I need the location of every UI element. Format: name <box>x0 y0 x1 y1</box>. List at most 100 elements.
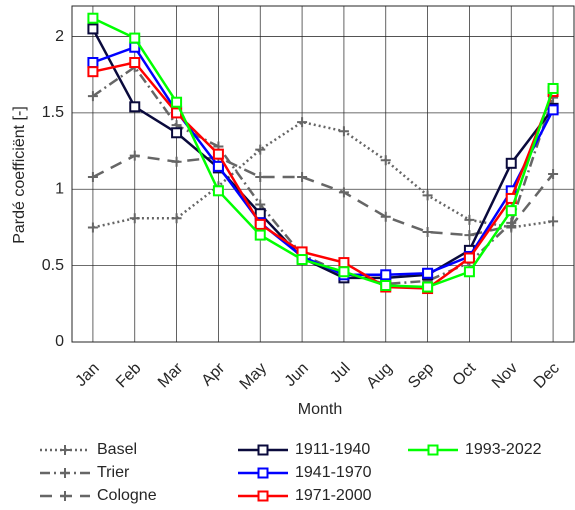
marker <box>87 57 99 69</box>
marker <box>338 126 349 137</box>
y-axis-title: Pardé coefficiënt [-] <box>11 106 28 244</box>
y-tick-label: 0.5 <box>42 257 64 274</box>
marker <box>427 444 439 456</box>
axes-box <box>71 5 575 343</box>
marker <box>87 91 98 102</box>
marker <box>422 267 434 279</box>
marker <box>548 169 559 179</box>
plot-area <box>72 6 574 342</box>
marker <box>464 214 475 225</box>
marker <box>547 82 559 94</box>
marker <box>422 281 434 293</box>
marker <box>506 220 517 231</box>
y-tick-label: 2 <box>55 28 64 45</box>
marker <box>380 279 392 291</box>
marker <box>257 490 269 502</box>
marker <box>463 252 475 264</box>
legend-label: 1971-2000 <box>295 487 372 504</box>
series <box>87 12 559 293</box>
x-tick-label: Jun <box>282 360 312 390</box>
marker <box>87 222 98 233</box>
x-tick-label: Sep <box>405 360 437 392</box>
marker <box>129 32 141 44</box>
legend-item: Cologne <box>40 487 157 504</box>
y-tick-label: 1.5 <box>42 104 64 121</box>
marker <box>422 190 433 201</box>
y-tick-label: 0 <box>55 333 64 350</box>
legend-label: 1911-1940 <box>295 441 370 458</box>
series-line <box>92 61 555 290</box>
y-tick-label: 1 <box>55 180 64 197</box>
marker <box>171 127 183 139</box>
series-line <box>92 17 555 289</box>
marker <box>129 57 141 69</box>
marker <box>87 12 99 24</box>
marker <box>338 266 350 278</box>
marker <box>60 445 70 455</box>
marker <box>548 216 559 227</box>
legend-label: 1993-2022 <box>465 441 542 458</box>
marker <box>60 491 70 501</box>
legend-item: 1911-1940 <box>238 441 370 458</box>
x-tick-label: Oct <box>450 359 480 389</box>
legend-label: Basel <box>97 441 137 458</box>
x-tick-label: Aug <box>363 360 395 392</box>
series <box>87 117 559 233</box>
legend-label: Trier <box>97 464 130 481</box>
marker <box>171 213 182 224</box>
legend-item: 1971-2000 <box>238 487 372 504</box>
legend-item: Basel <box>40 441 137 458</box>
marker <box>129 150 140 161</box>
marker <box>297 172 308 183</box>
marker <box>380 211 391 222</box>
marker <box>464 230 475 241</box>
x-tick-label: Feb <box>113 360 145 392</box>
marker <box>505 157 517 169</box>
marker <box>254 229 266 241</box>
marker <box>171 156 182 167</box>
marker <box>338 187 349 198</box>
marker <box>129 213 140 224</box>
x-tick-label: Apr <box>199 359 229 389</box>
series-line <box>92 65 555 286</box>
series-line <box>92 120 554 229</box>
marker <box>254 218 266 230</box>
legend-label: Cologne <box>97 487 157 504</box>
marker <box>255 199 266 210</box>
marker <box>255 172 266 183</box>
marker <box>547 104 559 116</box>
x-tick-label: Dec <box>531 360 563 392</box>
marker <box>257 444 269 456</box>
marker <box>212 185 224 197</box>
marker <box>60 468 70 478</box>
marker <box>257 467 269 479</box>
marker <box>212 148 224 160</box>
marker <box>463 266 475 278</box>
x-axis-title: Month <box>298 401 342 418</box>
marker <box>87 66 99 78</box>
legend-label: 1941-1970 <box>295 464 372 481</box>
marker <box>380 269 392 281</box>
marker <box>171 96 183 108</box>
x-tick-label: Jan <box>72 360 102 390</box>
marker <box>297 117 308 128</box>
marker <box>422 227 433 238</box>
marker <box>87 172 98 183</box>
x-tick-label: Nov <box>489 360 521 392</box>
marker <box>296 254 308 266</box>
x-tick-label: Mar <box>155 359 187 391</box>
marker <box>505 205 517 217</box>
marker <box>380 155 391 166</box>
marker <box>87 23 99 35</box>
marker <box>212 160 224 172</box>
legend-item: Trier <box>40 464 130 481</box>
marker <box>338 257 350 269</box>
marker <box>129 101 141 113</box>
x-tick-label: May <box>237 360 270 393</box>
x-tick-label: Jul <box>327 360 353 386</box>
legend-item: 1941-1970 <box>238 464 372 481</box>
legend-item: 1993-2022 <box>408 441 542 458</box>
series-line <box>91 28 555 280</box>
marker <box>255 144 266 155</box>
